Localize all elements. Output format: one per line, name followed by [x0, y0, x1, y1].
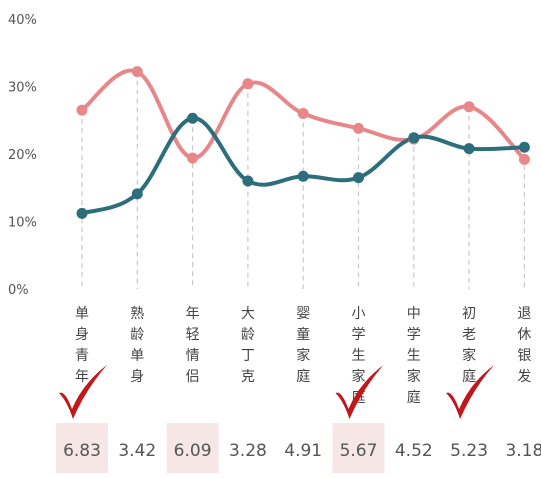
checkmarks	[59, 365, 495, 419]
score-highlight-box	[332, 423, 385, 473]
x-axis-labels: 单身青年熟龄单身年轻情侣大龄丁克婴童家庭小学生家庭中学生家庭初老家庭退休银发	[75, 305, 531, 406]
score-value: 3.28	[229, 441, 267, 461]
x-category-label: 大龄丁克	[241, 306, 255, 385]
data-point	[353, 172, 364, 184]
data-point	[242, 175, 254, 187]
series-lines	[80, 68, 527, 216]
checkmark-icon	[335, 365, 384, 419]
y-tick-label: 20%	[8, 148, 37, 163]
data-point	[76, 207, 88, 219]
score-highlights	[56, 423, 385, 473]
data-point	[408, 132, 420, 144]
score-highlight-box	[166, 423, 219, 473]
y-tick-label: 0%	[8, 283, 29, 298]
data-point	[187, 152, 199, 164]
score-value: 4.52	[395, 441, 433, 461]
x-category-label: 年轻情侣	[186, 306, 200, 385]
x-category-label: 单身青年	[75, 306, 89, 385]
data-point	[76, 104, 88, 116]
data-point	[463, 101, 475, 113]
data-point	[518, 141, 530, 153]
score-value: 6.09	[174, 441, 212, 461]
x-category-label: 中学生家庭	[407, 306, 421, 406]
data-point	[297, 108, 309, 119]
score-row: 6.83 3.42 6.09 3.28 4.91 5.67 4.52 5.23 3.18	[63, 441, 541, 461]
score-highlight-box	[56, 423, 108, 473]
checkmark-icon	[446, 365, 495, 419]
score-value: 3.18	[505, 441, 541, 461]
x-category-label: 婴童家庭	[296, 306, 310, 385]
data-point	[187, 112, 199, 124]
x-category-label: 退休银发	[517, 306, 531, 385]
data-point	[242, 78, 254, 90]
y-axis: 0% 10% 20% 30% 40%	[8, 13, 37, 298]
score-value: 5.67	[340, 441, 378, 461]
data-point	[297, 170, 309, 182]
y-tick-label: 30%	[8, 81, 37, 96]
y-tick-label: 10%	[8, 216, 37, 231]
score-value: 4.91	[284, 441, 322, 461]
checkmark-icon	[59, 365, 107, 419]
data-point	[463, 143, 475, 155]
data-point	[131, 188, 143, 200]
data-point	[518, 153, 530, 165]
series-points	[76, 66, 530, 219]
series-line-2	[80, 116, 527, 216]
score-value: 6.83	[63, 441, 101, 461]
data-point	[131, 66, 143, 78]
series-line-1	[80, 68, 527, 162]
x-category-label: 熟龄单身	[130, 306, 144, 385]
data-point	[353, 122, 364, 134]
x-category-label: 初老家庭	[462, 305, 476, 385]
score-value: 5.23	[450, 441, 488, 461]
score-value: 3.42	[118, 441, 156, 461]
y-tick-label: 40%	[8, 13, 37, 28]
